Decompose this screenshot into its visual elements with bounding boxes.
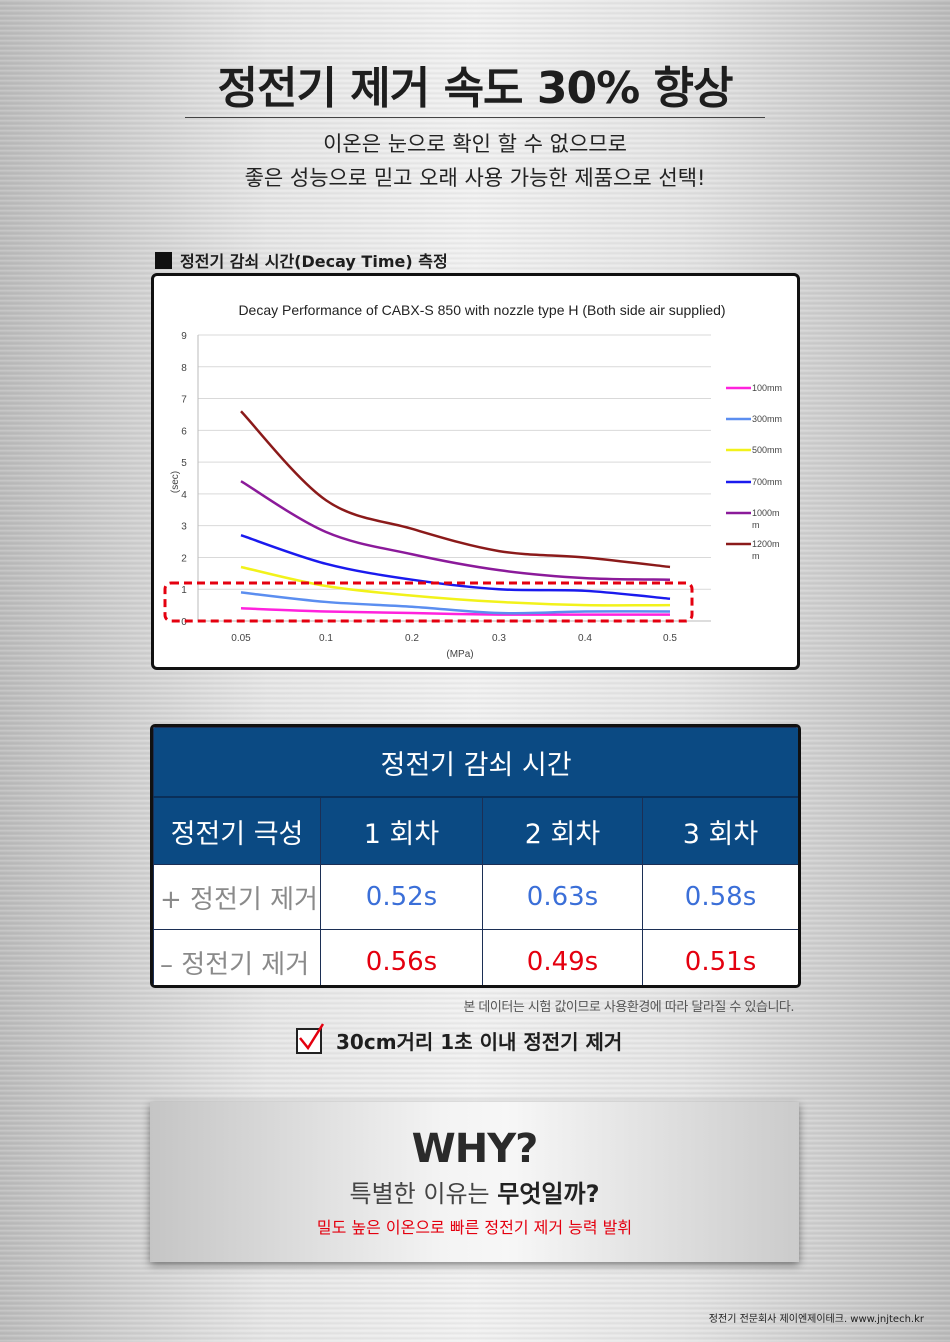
y-tick-label: 4: [181, 490, 187, 501]
y-tick-label: 7: [181, 395, 187, 406]
y-tick-label: 3: [181, 522, 187, 533]
decay-time-table: 정전기 감쇠 시간 정전기 극성 1 회차 2 회차 3 회차 + 정전기 제거…: [150, 724, 801, 988]
subtitle-line-1: 이온은 눈으로 확인 할 수 없으므로: [323, 132, 627, 156]
x-tick-label: 0.5: [663, 633, 677, 644]
chart-grid: 0 1 2 3 4 5 6 7 8 9 0.05 0.1 0.2 0.3 0.4 0.5: [181, 331, 711, 644]
table-title: 정전기 감쇠 시간: [153, 727, 798, 798]
why-description: 밀도 높은 이온으로 빠른 정전기 제거 능력 발휘: [316, 1218, 633, 1237]
decay-chart-svg: Decay Performance of CABX-S 850 with noz…: [163, 302, 782, 660]
y-tick-label: 8: [181, 363, 187, 374]
legend-label: 700mm: [752, 477, 782, 487]
x-tick-label: 0.1: [319, 633, 333, 644]
y-tick-label: 5: [181, 458, 187, 469]
x-tick-label: 0.3: [492, 633, 506, 644]
legend-label-cont: m: [752, 551, 760, 561]
check-feature: 30cm거리 1초 이내 정전기 제거: [296, 1022, 623, 1055]
checkbox-check-icon: [296, 1022, 325, 1054]
check-feature-text: 30cm거리 1초 이내 정전기 제거: [336, 1030, 623, 1054]
plus-round-1-value: 0.52s: [320, 864, 483, 930]
y-tick-label: 1: [181, 585, 187, 596]
y-tick-label: 9: [181, 331, 187, 342]
series-line-1000mm: [240, 480, 671, 581]
chart-title: Decay Performance of CABX-S 850 with noz…: [238, 302, 725, 318]
y-tick-label: 2: [181, 553, 187, 564]
minus-round-2-value: 0.49s: [482, 929, 643, 985]
plus-round-3-value: 0.58s: [641, 864, 798, 930]
plus-round-2-value: 0.63s: [482, 864, 643, 930]
why-subtitle: 특별한 이유는 무엇일까?: [150, 1174, 799, 1209]
legend-label: 1000m: [752, 508, 780, 518]
title-divider: [185, 117, 765, 118]
why-subtitle-bold: 무엇일까?: [497, 1180, 600, 1208]
y-axis-label: (sec): [170, 471, 181, 493]
section-heading-text: 정전기 감쇠 시간(Decay Time) 측정: [180, 252, 448, 271]
y-tick-label: 6: [181, 426, 187, 437]
chart-lines: [240, 410, 671, 617]
minus-round-3-value: 0.51s: [641, 929, 798, 985]
series-line-100mm: [240, 607, 670, 617]
table-header-polarity: 정전기 극성: [153, 796, 321, 865]
subtitle-line-2: 좋은 성능으로 믿고 오래 사용 가능한 제품으로 선택!: [244, 166, 706, 190]
series-line-300mm: [240, 591, 671, 615]
series-line-1200mm: [240, 410, 671, 569]
checkmark-icon: [299, 1022, 325, 1050]
y-tick-label: 0: [181, 617, 187, 628]
x-tick-label: 0.2: [405, 633, 419, 644]
legend-label-cont: m: [752, 520, 760, 530]
x-tick-label: 0.4: [578, 633, 592, 644]
series-line-700mm: [240, 534, 671, 601]
table-header-round-2: 2 회차: [482, 796, 643, 865]
table-header-round-1: 1 회차: [320, 796, 483, 865]
table-row: + 정전기 제거 0.52s 0.63s 0.58s: [153, 864, 798, 930]
section-heading: 정전기 감쇠 시간(Decay Time) 측정: [155, 248, 448, 272]
decay-chart: Decay Performance of CABX-S 850 with noz…: [151, 273, 800, 670]
legend-label: 500mm: [752, 445, 782, 455]
highlight-band: [163, 581, 694, 623]
x-axis-label: (MPa): [446, 649, 473, 660]
legend-label: 1200m: [752, 539, 780, 549]
row-label-plus: + 정전기 제거: [153, 864, 321, 930]
legend-label: 100mm: [752, 383, 782, 393]
table-row: – 정전기 제거 0.56s 0.49s 0.51s: [153, 929, 798, 985]
legend-label: 300mm: [752, 414, 782, 424]
footer-company: 정전기 전문회사 제이엔제이테크. www.jnjtech.kr: [708, 1314, 924, 1325]
why-subtitle-normal: 특별한 이유는: [349, 1180, 498, 1208]
why-banner: WHY? 특별한 이유는 무엇일까? 밀도 높은 이온으로 빠른 정전기 제거 …: [150, 1102, 799, 1262]
page-title: 정전기 제거 속도 30% 향상: [217, 63, 734, 114]
disclaimer-note: 본 데이터는 시험 값이므로 사용환경에 따라 달라질 수 있습니다.: [463, 1000, 794, 1015]
black-square-icon: [155, 251, 172, 269]
minus-round-1-value: 0.56s: [320, 929, 483, 985]
row-label-minus: – 정전기 제거: [153, 929, 321, 985]
table-header-round-3: 3 회차: [641, 796, 798, 865]
x-tick-label: 0.05: [231, 633, 251, 644]
chart-legend: 100mm 300mm 500mm 700mm 1000m m 1200m m: [726, 383, 782, 561]
why-title: WHY?: [411, 1126, 539, 1172]
